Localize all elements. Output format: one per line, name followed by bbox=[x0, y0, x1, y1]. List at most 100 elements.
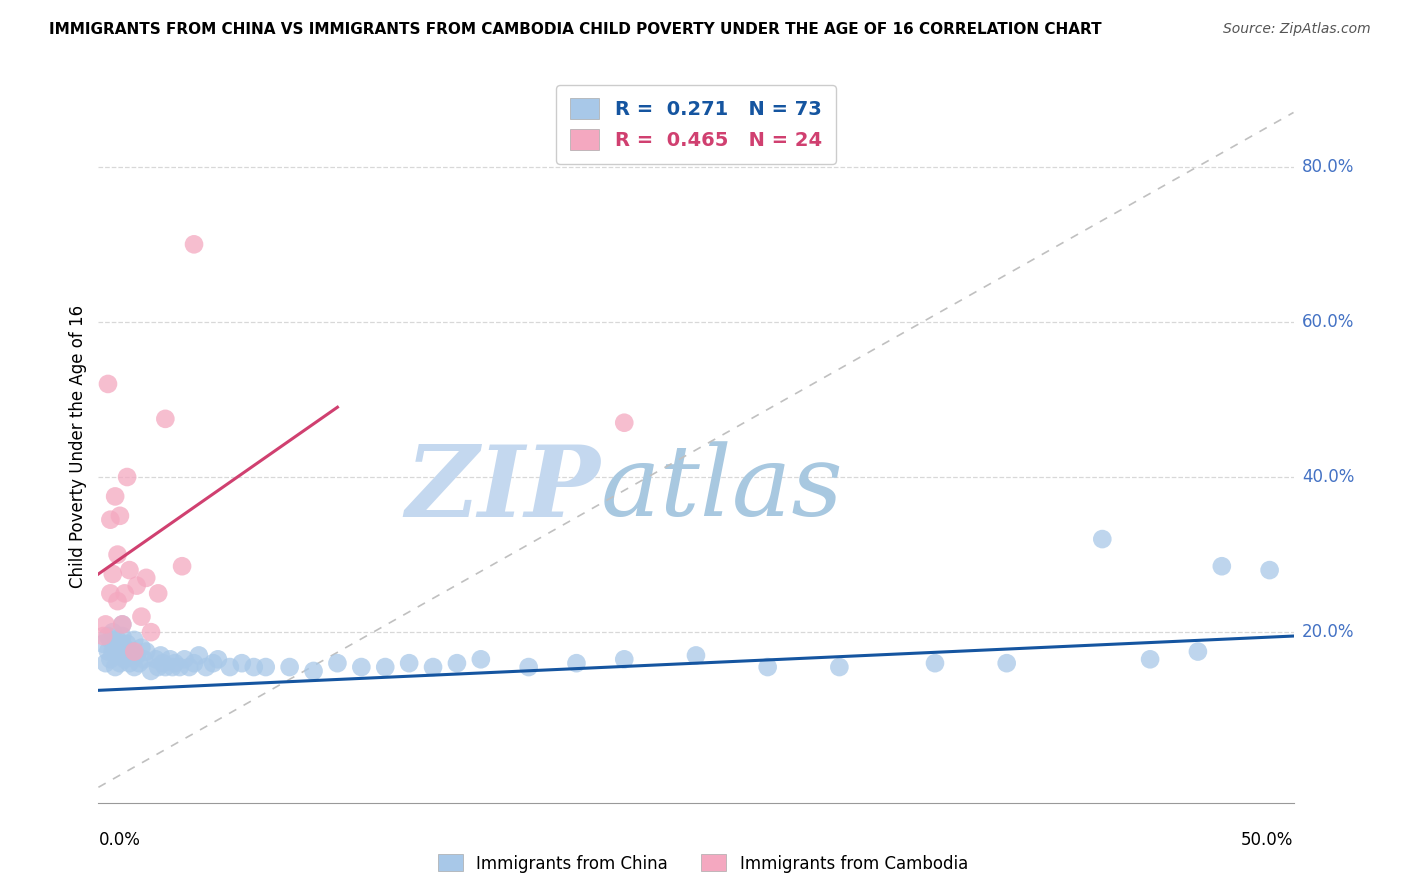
Point bbox=[231, 656, 253, 670]
Point bbox=[132, 652, 155, 666]
Text: atlas: atlas bbox=[600, 442, 844, 536]
Point bbox=[139, 625, 162, 640]
Point bbox=[107, 548, 129, 562]
Point bbox=[470, 652, 492, 666]
Point bbox=[219, 660, 242, 674]
Point bbox=[1091, 532, 1114, 546]
Point bbox=[163, 656, 186, 670]
Point bbox=[1211, 559, 1233, 574]
Point bbox=[517, 660, 540, 674]
Text: Source: ZipAtlas.com: Source: ZipAtlas.com bbox=[1223, 22, 1371, 37]
Point bbox=[149, 648, 172, 663]
Point bbox=[98, 632, 122, 647]
Point bbox=[91, 629, 114, 643]
Point bbox=[398, 656, 420, 670]
Point bbox=[108, 644, 131, 658]
Point bbox=[101, 644, 124, 658]
Point bbox=[207, 652, 229, 666]
Text: ZIP: ZIP bbox=[405, 441, 600, 537]
Point bbox=[202, 656, 225, 670]
Point bbox=[91, 637, 114, 651]
Text: 40.0%: 40.0% bbox=[1302, 468, 1354, 486]
Point bbox=[135, 571, 157, 585]
Point bbox=[101, 566, 124, 581]
Point bbox=[111, 637, 134, 651]
Point bbox=[107, 594, 129, 608]
Point bbox=[995, 656, 1018, 670]
Point bbox=[107, 632, 129, 647]
Text: IMMIGRANTS FROM CHINA VS IMMIGRANTS FROM CAMBODIA CHILD POVERTY UNDER THE AGE OF: IMMIGRANTS FROM CHINA VS IMMIGRANTS FROM… bbox=[49, 22, 1102, 37]
Point bbox=[128, 656, 150, 670]
Point bbox=[135, 644, 157, 658]
Point bbox=[183, 237, 205, 252]
Point bbox=[118, 563, 141, 577]
Text: 0.0%: 0.0% bbox=[98, 830, 141, 848]
Text: 60.0%: 60.0% bbox=[1302, 313, 1354, 331]
Legend: Immigrants from China, Immigrants from Cambodia: Immigrants from China, Immigrants from C… bbox=[432, 847, 974, 880]
Point bbox=[422, 660, 444, 674]
Point bbox=[131, 609, 153, 624]
Point bbox=[145, 652, 167, 666]
Point bbox=[148, 586, 170, 600]
Point bbox=[107, 648, 129, 663]
Point bbox=[1258, 563, 1281, 577]
Point bbox=[756, 660, 779, 674]
Point bbox=[254, 660, 277, 674]
Point bbox=[148, 660, 170, 674]
Point bbox=[108, 508, 131, 523]
Point bbox=[124, 632, 146, 647]
Point bbox=[98, 513, 122, 527]
Point bbox=[278, 660, 301, 674]
Point bbox=[243, 660, 266, 674]
Legend: R =  0.271   N = 73, R =  0.465   N = 24: R = 0.271 N = 73, R = 0.465 N = 24 bbox=[557, 85, 835, 164]
Point bbox=[183, 656, 205, 670]
Point bbox=[613, 652, 636, 666]
Point bbox=[114, 586, 136, 600]
Point bbox=[302, 664, 325, 678]
Point bbox=[94, 656, 117, 670]
Point bbox=[187, 648, 209, 663]
Point bbox=[1139, 652, 1161, 666]
Point bbox=[565, 656, 588, 670]
Point bbox=[115, 648, 138, 663]
Point bbox=[1187, 644, 1209, 658]
Point bbox=[114, 652, 136, 666]
Point bbox=[446, 656, 468, 670]
Point bbox=[111, 629, 134, 643]
Point bbox=[125, 648, 148, 663]
Point bbox=[104, 660, 127, 674]
Point bbox=[613, 416, 636, 430]
Point bbox=[121, 644, 143, 658]
Point bbox=[159, 652, 181, 666]
Y-axis label: Child Poverty Under the Age of 16: Child Poverty Under the Age of 16 bbox=[69, 304, 87, 588]
Point bbox=[115, 637, 138, 651]
Point bbox=[114, 640, 136, 655]
Point bbox=[374, 660, 396, 674]
Point bbox=[111, 617, 134, 632]
Text: 80.0%: 80.0% bbox=[1302, 158, 1354, 176]
Point bbox=[101, 625, 124, 640]
Point bbox=[108, 656, 131, 670]
Point bbox=[152, 656, 174, 670]
Point bbox=[173, 652, 195, 666]
Point bbox=[111, 617, 134, 632]
Point bbox=[97, 644, 120, 658]
Point bbox=[104, 640, 127, 655]
Point bbox=[98, 652, 122, 666]
Point bbox=[98, 586, 122, 600]
Point bbox=[195, 660, 218, 674]
Point bbox=[94, 617, 117, 632]
Point bbox=[118, 656, 141, 670]
Point bbox=[924, 656, 946, 670]
Point bbox=[179, 660, 201, 674]
Point bbox=[97, 376, 120, 391]
Point bbox=[350, 660, 373, 674]
Text: 20.0%: 20.0% bbox=[1302, 624, 1354, 641]
Point bbox=[131, 640, 153, 655]
Point bbox=[326, 656, 349, 670]
Text: 50.0%: 50.0% bbox=[1241, 830, 1294, 848]
Point bbox=[155, 412, 177, 426]
Point bbox=[104, 490, 127, 504]
Point bbox=[139, 664, 162, 678]
Point bbox=[125, 579, 148, 593]
